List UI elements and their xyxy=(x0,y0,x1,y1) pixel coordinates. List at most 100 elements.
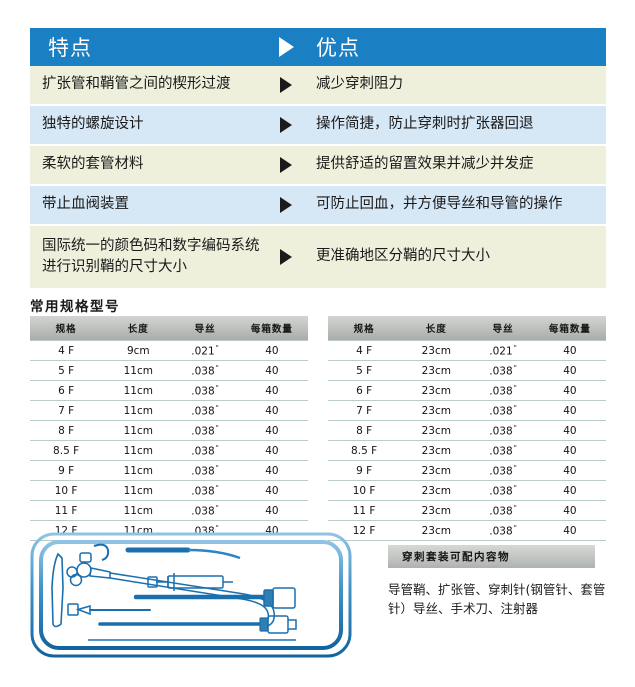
header-benefit-label: 优点 xyxy=(316,36,360,60)
cell-length: 11cm xyxy=(102,400,175,421)
cell-length: 23cm xyxy=(400,440,473,461)
cell-size: 10 F xyxy=(328,480,401,501)
table-row: 4 F 23cm .021" 40 xyxy=(328,340,606,361)
cell-quantity: 40 xyxy=(533,340,606,361)
cell-guidewire: .038" xyxy=(472,480,534,501)
triangle-right-icon xyxy=(280,197,292,213)
inch-mark: " xyxy=(513,363,517,372)
cell-guidewire: .038" xyxy=(174,400,236,421)
cell-quantity: 40 xyxy=(235,480,308,501)
table-row: 10 F 23cm .038" 40 xyxy=(328,480,606,501)
row-arrow-cell xyxy=(266,117,306,133)
cell-length: 11cm xyxy=(102,460,175,481)
cell-length: 23cm xyxy=(400,380,473,401)
table-row: 12 F 11cm .038" 40 xyxy=(30,520,308,541)
inch-mark: " xyxy=(215,463,219,472)
table-row: 8 F 23cm .038" 40 xyxy=(328,420,606,441)
cell-quantity: 40 xyxy=(533,420,606,441)
triangle-right-icon xyxy=(280,249,292,265)
cell-quantity: 40 xyxy=(533,460,606,481)
header-arrow-cell xyxy=(266,37,306,57)
column-header-quantity: 每箱数量 xyxy=(533,316,606,341)
table-row: 9 F 11cm .038" 40 xyxy=(30,460,308,481)
cell-length: 11cm xyxy=(102,380,175,401)
cell-length: 23cm xyxy=(400,400,473,421)
features-benefits-table: 特点 优点 扩张管和鞘管之间的楔形过渡 减少穿刺阻力 独特的螺旋设计 操作简捷，… xyxy=(30,28,606,290)
cell-length: 11cm xyxy=(102,440,175,461)
cell-size: 8.5 F xyxy=(30,440,103,461)
cell-guidewire: .038" xyxy=(472,440,534,461)
spec-table-header-row: 规格 长度 导丝 每箱数量 xyxy=(328,316,606,341)
benefit-text: 操作简捷，防止穿刺时扩张器回退 xyxy=(316,116,534,133)
puncture-kit-tray-illustration xyxy=(28,528,358,661)
row-arrow-cell xyxy=(266,249,306,265)
inch-mark: " xyxy=(215,363,219,372)
cell-length: 23cm xyxy=(400,420,473,441)
cell-guidewire: .038" xyxy=(472,460,534,481)
triangle-right-icon xyxy=(280,117,292,133)
inch-mark: " xyxy=(215,403,219,412)
cell-length: 11cm xyxy=(102,500,175,521)
cell-length: 23cm xyxy=(400,500,473,521)
cell-quantity: 40 xyxy=(235,500,308,521)
inch-mark: " xyxy=(513,403,517,412)
cell-size: 4 F xyxy=(30,340,103,361)
feature-row: 带止血阀装置 可防止回血，并方便导丝和导管的操作 xyxy=(30,186,606,226)
cell-guidewire: .038" xyxy=(472,400,534,421)
row-arrow-cell xyxy=(266,77,306,93)
cell-size: 11 F xyxy=(30,500,103,521)
cell-length: 23cm xyxy=(400,340,473,361)
benefit-text: 可防止回血，并方便导丝和导管的操作 xyxy=(316,196,563,213)
inch-mark: " xyxy=(513,463,517,472)
column-header-guidewire: 导丝 xyxy=(472,316,534,341)
inch-mark: " xyxy=(513,523,517,532)
header-feature-label: 特点 xyxy=(48,36,92,60)
inch-mark: " xyxy=(513,443,517,452)
cell-size: 12 F xyxy=(328,520,401,541)
feature-text: 扩张管和鞘管之间的楔形过渡 xyxy=(42,76,231,93)
cell-guidewire: .038" xyxy=(174,380,236,401)
feature-text: 柔软的套管材料 xyxy=(42,156,144,173)
cell-guidewire: .038" xyxy=(174,420,236,441)
table-row: 5 F 11cm .038" 40 xyxy=(30,360,308,381)
table-row: 11 F 23cm .038" 40 xyxy=(328,500,606,521)
column-header-length: 长度 xyxy=(400,316,473,341)
cell-quantity: 40 xyxy=(235,380,308,401)
cell-guidewire: .021" xyxy=(472,340,534,361)
cell-quantity: 40 xyxy=(235,360,308,381)
cell-size: 11 F xyxy=(328,500,401,521)
benefit-text: 更准确地区分鞘的尺寸大小 xyxy=(316,248,490,265)
cell-guidewire: .038" xyxy=(174,500,236,521)
cell-size: 4 F xyxy=(328,340,401,361)
spec-table-left-body: 4 F 9cm .021" 40 5 F 11cm .038" 40 6 F 11cm .038" 4… xyxy=(30,340,308,541)
cell-size: 7 F xyxy=(328,400,401,421)
cell-quantity: 40 xyxy=(235,340,308,361)
inch-mark: " xyxy=(513,383,517,392)
benefit-text: 减少穿刺阻力 xyxy=(316,76,403,93)
table-row: 10 F 11cm .038" 40 xyxy=(30,480,308,501)
cell-guidewire: .038" xyxy=(472,500,534,521)
cell-size: 7 F xyxy=(30,400,103,421)
cell-quantity: 40 xyxy=(235,420,308,441)
cell-quantity: 40 xyxy=(533,400,606,421)
inch-mark: " xyxy=(215,343,219,352)
spec-table-right-body: 4 F 23cm .021" 40 5 F 23cm .038" 40 6 F 23cm .038"… xyxy=(328,340,606,541)
triangle-right-icon xyxy=(280,157,292,173)
spec-section-title: 常用规格型号 xyxy=(30,299,120,315)
inch-mark: " xyxy=(513,423,517,432)
row-arrow-cell xyxy=(266,197,306,213)
table-row: 8 F 11cm .038" 40 xyxy=(30,420,308,441)
cell-size: 9 F xyxy=(328,460,401,481)
feature-row: 独特的螺旋设计 操作简捷，防止穿刺时扩张器回退 xyxy=(30,106,606,146)
cell-guidewire: .038" xyxy=(472,520,534,541)
table-row: 6 F 11cm .038" 40 xyxy=(30,380,308,401)
column-header-length: 长度 xyxy=(102,316,175,341)
cell-guidewire: .038" xyxy=(174,460,236,481)
cell-quantity: 40 xyxy=(533,480,606,501)
inch-mark: " xyxy=(215,443,219,452)
feature-row: 国际统一的颜色码和数字编码系统进行识别鞘的尺寸大小 更准确地区分鞘的尺寸大小 xyxy=(30,226,606,290)
feature-row: 扩张管和鞘管之间的楔形过渡 减少穿刺阻力 xyxy=(30,66,606,106)
cell-guidewire: .038" xyxy=(174,440,236,461)
cell-quantity: 40 xyxy=(533,500,606,521)
table-row: 8.5 F 11cm .038" 40 xyxy=(30,440,308,461)
